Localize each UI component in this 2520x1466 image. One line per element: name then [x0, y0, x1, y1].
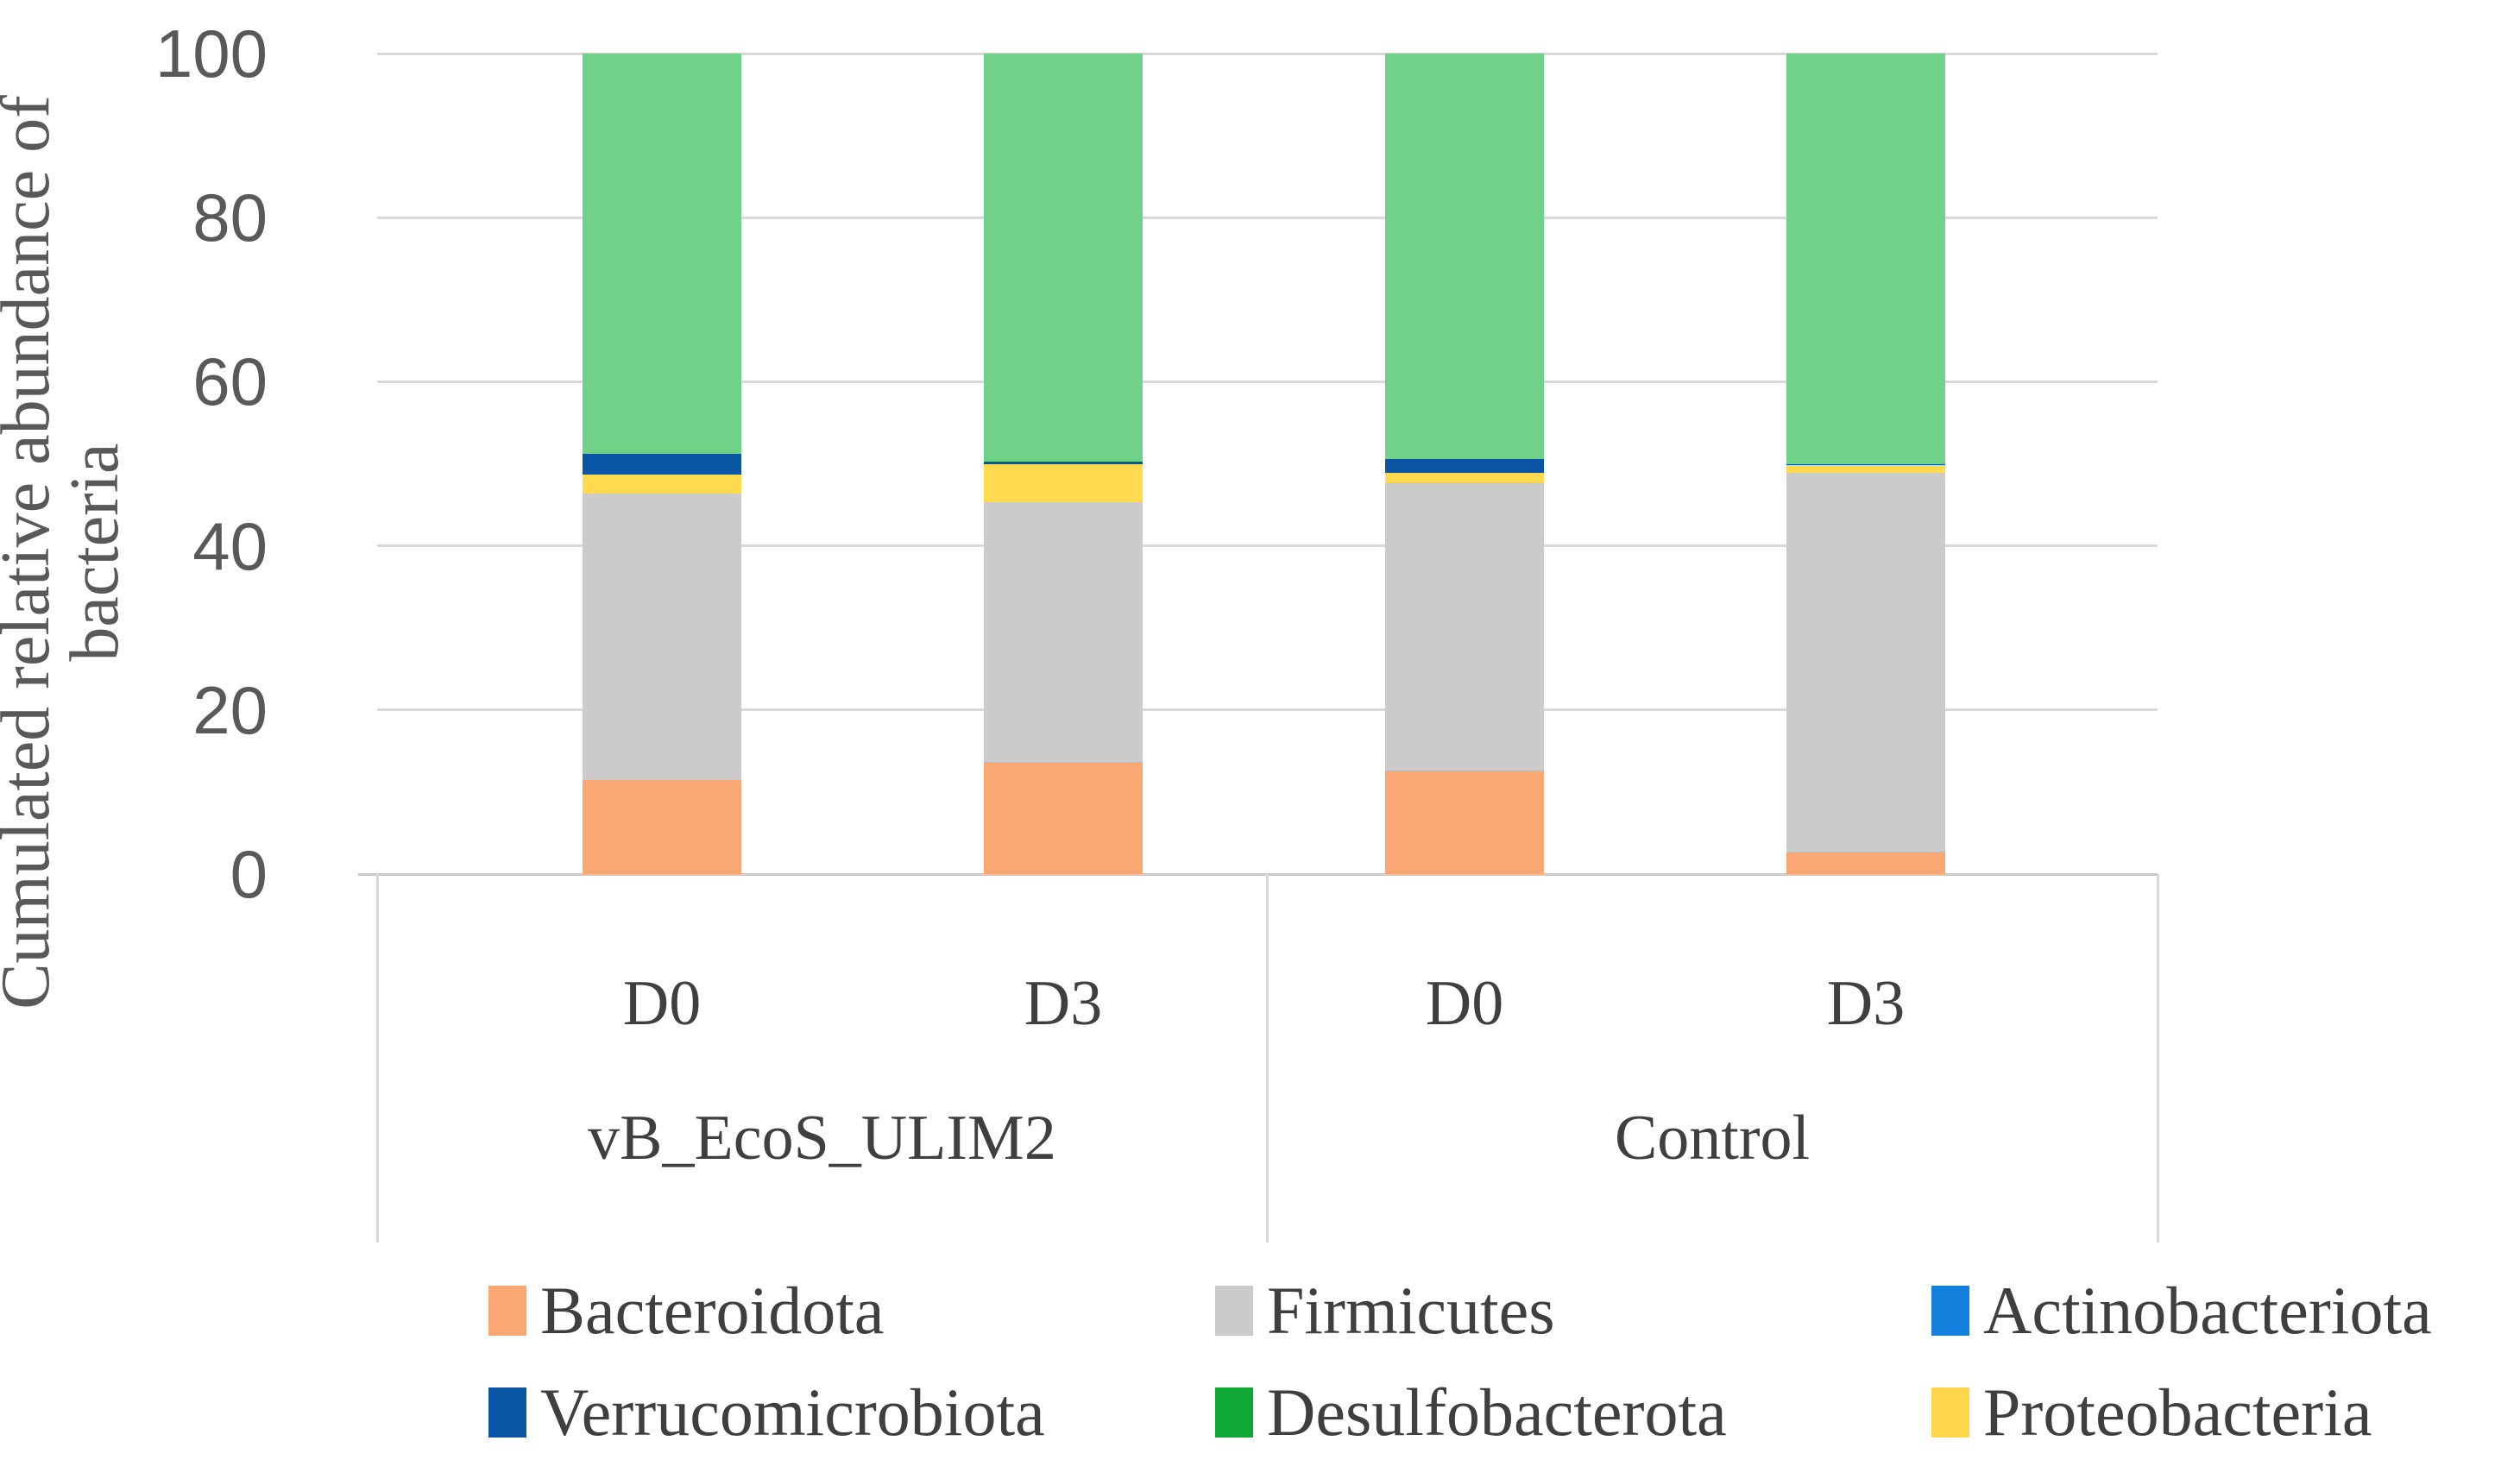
bar-segment-bacteroidota: [1786, 852, 1945, 874]
legend-item: Proteobacteria: [1931, 1379, 2372, 1446]
legend-label: Bacteroidota: [540, 1273, 885, 1348]
legend-swatch-firmicutes: [1215, 1286, 1253, 1336]
x-axis-baseline: [358, 872, 2158, 876]
legend-item: Desulfobacterota: [1215, 1379, 1727, 1446]
y-tick-label: 40: [192, 507, 268, 584]
gridline: [377, 544, 2158, 548]
y-tick-label: 60: [192, 343, 268, 420]
bar-segment-firmicutes: [1385, 482, 1544, 771]
legend-label: Proteobacteria: [1983, 1375, 2372, 1450]
bar-segment-firmicutes: [1786, 472, 1945, 853]
bar-segment-bacteroidota: [1385, 771, 1544, 874]
category-divider: [375, 874, 379, 1243]
gridline: [377, 380, 2158, 383]
bar-segment-firmicutes: [984, 502, 1143, 762]
y-tick-label: 80: [192, 179, 268, 256]
category-divider: [1265, 874, 1269, 1243]
category-divider: [2156, 874, 2159, 1243]
bar-segment-verrucomicrobiota: [583, 454, 741, 475]
bar-segment-proteobacteria: [1786, 465, 1945, 473]
gridline: [377, 216, 2158, 219]
category-label: D0: [1425, 968, 1504, 1039]
legend-label: Actinobacteriota: [1983, 1273, 2432, 1348]
bar-segment-proteobacteria: [583, 474, 741, 494]
category-label: D3: [1826, 968, 1906, 1039]
legend-swatch-verrucomicrobiota: [488, 1387, 526, 1438]
gridline: [377, 52, 2158, 55]
legend-item: Firmicutes: [1215, 1277, 1555, 1344]
bar-segment-desulfobacterota: [1385, 53, 1544, 459]
bar-segment-proteobacteria: [1385, 472, 1544, 483]
bar-segment-desulfobacterota: [583, 53, 741, 455]
legend-label: Verrucomicrobiota: [540, 1375, 1045, 1450]
bar-segment-firmicutes: [583, 493, 741, 780]
y-tick-label: 20: [192, 671, 268, 748]
category-label: D0: [622, 968, 702, 1039]
y-tick-label: 0: [230, 836, 268, 912]
group-label: vB_EcoS_ULIM2: [588, 1103, 1056, 1173]
gridline: [377, 708, 2158, 712]
legend-label: Desulfobacterota: [1267, 1375, 1727, 1450]
group-label: Control: [1614, 1103, 1811, 1173]
bar-segment-verrucomicrobiota: [984, 461, 1143, 465]
legend-item: Bacteroidota: [488, 1277, 885, 1344]
bar-segment-desulfobacterota: [1786, 53, 1945, 464]
legend-item: Verrucomicrobiota: [488, 1379, 1045, 1446]
bar-segment-desulfobacterota: [984, 53, 1143, 462]
legend-swatch-actinobacteriota: [1931, 1286, 1969, 1336]
bar-segment-proteobacteria: [984, 464, 1143, 503]
y-tick-label: 100: [154, 16, 268, 91]
legend-swatch-desulfobacterota: [1215, 1387, 1253, 1438]
bar-segment-verrucomicrobiota: [1385, 458, 1544, 473]
category-label: D3: [1024, 968, 1103, 1039]
legend-item: Actinobacteriota: [1931, 1277, 2432, 1344]
legend-swatch-bacteroidota: [488, 1286, 526, 1336]
legend-swatch-proteobacteria: [1931, 1387, 1969, 1438]
legend-label: Firmicutes: [1267, 1273, 1555, 1348]
bar-segment-verrucomicrobiota: [1786, 463, 1945, 466]
bar-segment-bacteroidota: [984, 761, 1143, 874]
bar-segment-bacteroidota: [583, 779, 741, 874]
